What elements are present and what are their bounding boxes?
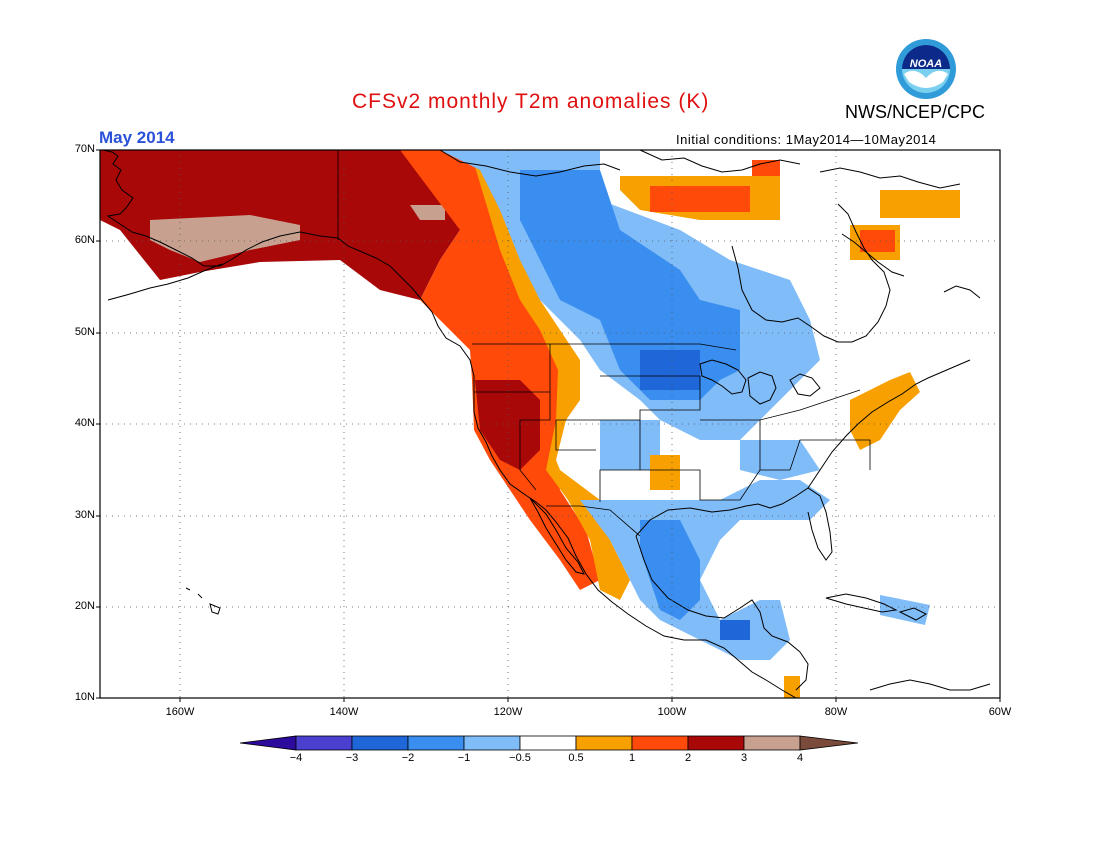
map-frame <box>99 149 1001 699</box>
lon-label: 60W <box>988 706 1012 718</box>
lat-label: 20N <box>74 600 95 612</box>
colorbar-label: 3 <box>740 752 748 764</box>
colorbar-high-arrow <box>799 735 859 751</box>
anomaly-canada-colder <box>520 170 740 400</box>
colorbar-label: −0.5 <box>509 752 531 764</box>
colorbar-bin <box>687 735 745 751</box>
colorbar-bin <box>295 735 353 751</box>
colorbar-bin <box>575 735 633 751</box>
colorbar-low-arrow <box>239 735 297 751</box>
political-boundaries <box>337 150 871 537</box>
colorbar-bin <box>463 735 521 751</box>
initial-conditions-label: Initial conditions: 1May2014—10May2014 <box>676 132 937 147</box>
colorbar-bin <box>407 735 465 751</box>
anomaly-orange-fringe <box>470 150 630 600</box>
colorbar-label: 0.5 <box>568 752 584 764</box>
lon-label: 80W <box>824 706 848 718</box>
anomaly-arctic-warmer <box>650 186 750 212</box>
anomaly-central-warm <box>784 676 800 698</box>
anomaly-texas-warm <box>650 455 680 490</box>
month-label: May 2014 <box>99 128 175 147</box>
colorbar-label: −4 <box>289 752 303 764</box>
lat-label: 10N <box>74 691 95 703</box>
lat-label: 40N <box>74 417 95 429</box>
anomaly-dakota-cold <box>640 350 700 390</box>
colorbar-bin <box>743 735 801 751</box>
colorbar <box>239 735 859 751</box>
anomaly-northeast-warm <box>850 372 920 450</box>
anomaly-labrador-warmer <box>860 230 895 252</box>
anomaly-baffin-warm <box>880 190 960 218</box>
lat-label: 60N <box>74 234 95 246</box>
lon-label: 120W <box>493 706 523 718</box>
anomaly-california <box>475 380 540 470</box>
anomaly-yucatan-cold <box>720 620 750 640</box>
coastlines <box>102 149 991 699</box>
colorbar-bin <box>351 735 409 751</box>
anomaly-mexico-colder <box>640 520 700 620</box>
map-title: CFSv2 monthly T2m anomalies (K) <box>352 90 710 113</box>
colorbar-label: 2 <box>684 752 692 764</box>
colorbar-label: −1 <box>457 752 471 764</box>
colorbar-bin <box>631 735 689 751</box>
colorbar-label: 4 <box>796 752 804 764</box>
lon-label: 160W <box>165 706 195 718</box>
colorbar-bin <box>519 735 577 751</box>
anomaly-alaska-hot <box>150 215 300 262</box>
colorbar-label: 1 <box>628 752 636 764</box>
anomaly-caribbean-cold <box>880 595 930 625</box>
lat-label: 70N <box>74 143 95 155</box>
anomaly-west-coast <box>400 150 600 590</box>
logo-text: NOAA <box>910 58 942 70</box>
anomaly-southeast-cold <box>740 440 820 480</box>
lon-label: 140W <box>329 706 359 718</box>
noaa-logo: NOAA <box>896 39 956 99</box>
anomaly-plains-cold <box>600 420 660 470</box>
anomaly-yukon-hot <box>410 205 445 220</box>
colorbar-label: −3 <box>345 752 359 764</box>
graticule <box>96 149 1001 702</box>
lon-label: 100W <box>657 706 687 718</box>
lat-label: 30N <box>74 509 95 521</box>
organization-label: NWS/NCEP/CPC <box>845 102 986 122</box>
colorbar-label: −2 <box>401 752 415 764</box>
anomaly-cells <box>100 150 960 698</box>
lat-label: 50N <box>74 326 95 338</box>
